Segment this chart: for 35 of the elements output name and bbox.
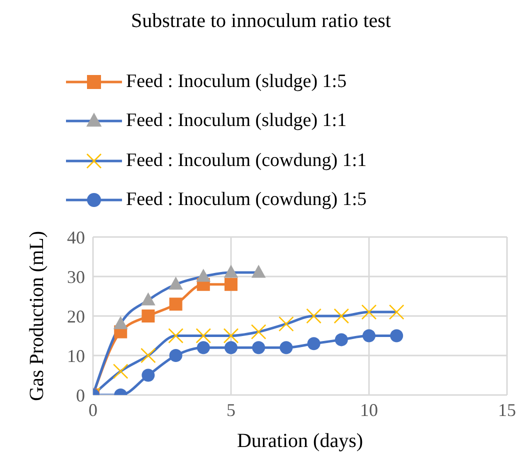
y-tick-label: 0	[76, 385, 85, 406]
point	[196, 341, 210, 354]
point	[390, 329, 404, 342]
point	[168, 276, 183, 290]
y-axis-title: Gas Production (mL)	[26, 231, 48, 401]
y-tick-label: 10	[67, 346, 85, 366]
chart-title: Substrate to innoculum ratio test	[130, 10, 392, 33]
x-axis-title: Duration (days)	[236, 430, 364, 452]
y-tick-label: 40	[67, 227, 85, 248]
x-tick-label: 10	[360, 400, 378, 420]
x-tick-label: 15	[498, 400, 516, 420]
point	[224, 341, 238, 354]
point	[196, 268, 211, 282]
point	[224, 264, 238, 278]
legend-label: Feed : Inoculum (sludge) 1:5	[126, 70, 347, 93]
point	[142, 310, 155, 322]
point	[362, 329, 376, 342]
point	[251, 264, 266, 278]
point	[169, 349, 182, 362]
y-tick-label: 30	[67, 266, 85, 287]
point	[280, 341, 293, 354]
point	[142, 368, 155, 382]
point	[334, 333, 348, 346]
legend-label: Feed : Inoculum (sludge) 1:1	[126, 110, 347, 132]
legend-label: Feed : Incoulum (cowdung) 1:1	[126, 150, 367, 172]
point	[224, 278, 238, 291]
point	[113, 316, 128, 330]
legend-label: Feed : Inoculum (cowdung) 1:5	[126, 189, 367, 212]
y-tick-label: 20	[67, 306, 85, 326]
point	[252, 341, 266, 354]
x-tick-label: 5	[226, 400, 236, 420]
point	[169, 298, 182, 311]
point	[307, 337, 320, 350]
x-tick-label: 0	[88, 400, 98, 420]
point	[141, 292, 156, 306]
